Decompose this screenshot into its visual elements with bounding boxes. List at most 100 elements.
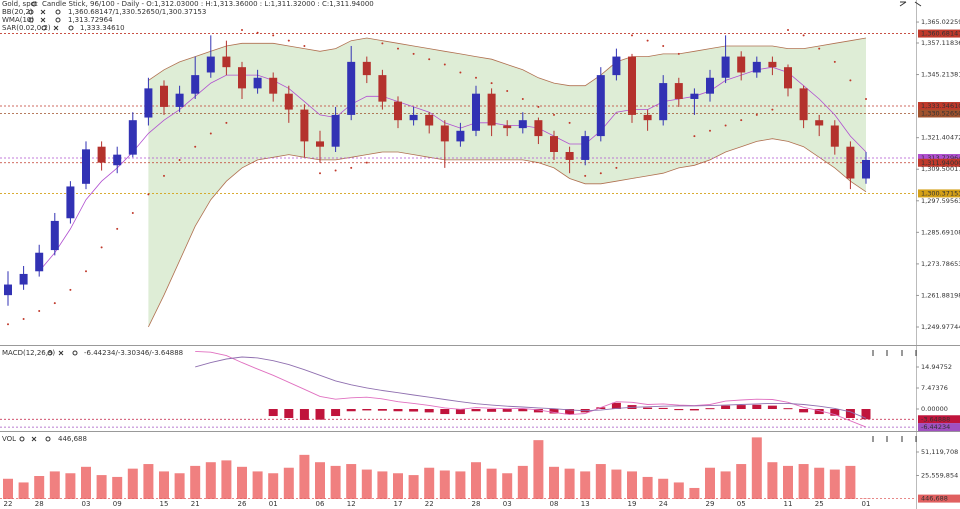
sar-dot — [631, 34, 633, 37]
volume-bar — [549, 466, 559, 499]
candle-body — [19, 273, 28, 285]
close-icon[interactable] — [58, 350, 64, 356]
sar-dot — [521, 97, 524, 100]
settings-icon[interactable] — [55, 9, 61, 15]
x-tick-label: 01 — [862, 500, 871, 508]
sar-dot — [116, 227, 119, 230]
x-tick-label: 24 — [659, 500, 668, 508]
candle-body — [518, 120, 527, 129]
candle-body — [830, 125, 839, 147]
macd-histogram-bar — [845, 409, 855, 418]
resize-icon[interactable] — [899, 1, 922, 7]
volume-bar — [705, 467, 715, 499]
close-icon[interactable] — [53, 25, 59, 31]
sar-dot — [412, 52, 415, 55]
candle-body — [316, 141, 324, 147]
candle-body — [674, 83, 683, 99]
sar-dot — [677, 52, 680, 55]
indicator-name: WMA(10) — [2, 16, 34, 24]
volume-bar — [502, 473, 513, 499]
eye-icon[interactable] — [28, 9, 34, 15]
sar-dot — [849, 79, 852, 82]
candle-body — [628, 56, 636, 115]
volume-bar — [252, 471, 263, 499]
close-icon[interactable] — [40, 17, 46, 23]
eye-icon[interactable] — [47, 350, 53, 356]
sar-dot — [584, 174, 587, 177]
volume-bar — [424, 467, 435, 499]
volume-bar — [112, 476, 123, 499]
volume-bar — [377, 471, 388, 499]
eye-icon[interactable] — [31, 1, 37, 7]
macd-histogram-bar — [721, 405, 731, 410]
volume-bar — [517, 465, 528, 499]
x-tick-label: 21 — [191, 500, 200, 508]
y-tick-label: 7.47376 — [921, 384, 948, 392]
candle-body — [472, 93, 480, 131]
sar-dot — [334, 169, 337, 172]
close-icon[interactable] — [31, 436, 37, 442]
x-tick-label: 03 — [503, 500, 512, 508]
candle-body — [659, 83, 668, 121]
level-box — [918, 415, 960, 424]
sar-dot — [568, 121, 571, 124]
volume-bar — [205, 462, 216, 499]
candle-body — [487, 93, 496, 126]
x-tick-label: 13 — [581, 500, 590, 508]
volume-bar — [627, 471, 637, 499]
macd-histogram-bar — [284, 409, 294, 418]
sar-dot — [365, 161, 368, 164]
eye-icon[interactable] — [41, 25, 47, 31]
sar-dot — [85, 270, 87, 273]
sar-dot — [256, 31, 259, 34]
candle-body — [550, 136, 558, 152]
volume-bar — [315, 462, 325, 499]
y-tick-label: 1,345.21381 — [921, 71, 960, 79]
candle-body — [331, 114, 340, 147]
sar-dot — [553, 113, 555, 116]
candle-body — [113, 154, 122, 166]
macd-histogram-bar — [783, 408, 793, 410]
candle-body — [799, 88, 808, 121]
y-tick-label: 1,309.50017 — [921, 165, 960, 173]
panel-icons[interactable] — [19, 1, 922, 442]
volume-bar — [34, 476, 45, 499]
candle-body — [737, 56, 746, 73]
settings-icon[interactable] — [55, 17, 61, 23]
candle-body — [175, 93, 184, 107]
band-upper — [148, 37, 867, 87]
volume-bar — [720, 471, 731, 499]
marks-layer — [0, 21, 919, 499]
sar-dot — [209, 132, 212, 135]
x-tick-label: 03 — [82, 500, 91, 508]
volume-bar — [767, 462, 778, 499]
volume-bar — [814, 467, 825, 499]
panel-controls[interactable] — [872, 350, 917, 356]
candle-body — [565, 151, 574, 160]
macd-histogram-bar — [814, 409, 824, 415]
settings-icon[interactable] — [72, 350, 78, 356]
candle-body — [503, 125, 512, 129]
eye-icon[interactable] — [28, 17, 34, 23]
sar-dot — [599, 172, 602, 175]
volume-bar — [283, 467, 294, 499]
eye-icon[interactable] — [19, 436, 25, 442]
macd-histogram-bar — [658, 407, 668, 410]
close-icon[interactable] — [40, 9, 46, 15]
sar-dot — [740, 119, 743, 122]
candle-body — [269, 77, 278, 94]
sar-dot — [490, 82, 493, 85]
settings-icon[interactable] — [45, 436, 51, 442]
sar-dot — [709, 129, 711, 132]
sar-dot — [225, 121, 228, 124]
volume-bar — [159, 471, 169, 499]
candle-body — [440, 125, 449, 142]
panel-controls[interactable] — [872, 436, 917, 442]
y-tick-label: 14.94752 — [921, 363, 952, 371]
macd-histogram-bar — [799, 409, 809, 413]
settings-icon[interactable] — [68, 25, 74, 31]
sar-dot — [787, 29, 789, 32]
candle-body — [300, 109, 309, 142]
